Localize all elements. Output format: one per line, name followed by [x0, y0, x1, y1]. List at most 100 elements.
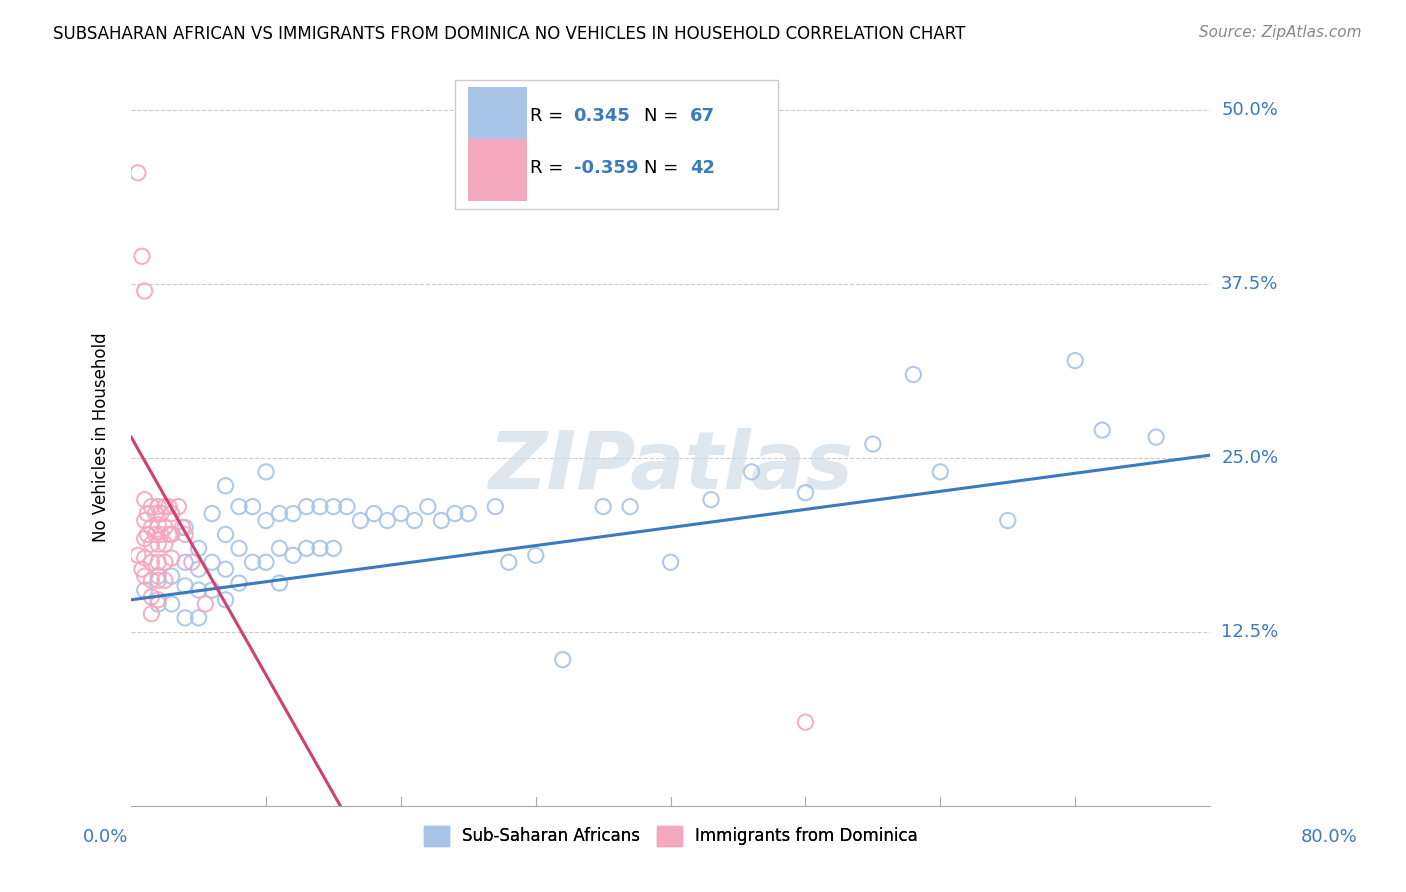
Point	[174, 579, 197, 593]
Point	[149, 527, 172, 541]
Point	[322, 541, 344, 556]
Point	[180, 555, 202, 569]
Y-axis label: No Vehicles in Household: No Vehicles in Household	[93, 332, 110, 542]
Point	[187, 562, 209, 576]
Point	[269, 507, 291, 521]
Point	[228, 500, 250, 514]
Point	[484, 500, 506, 514]
Point	[157, 500, 180, 514]
FancyBboxPatch shape	[468, 138, 527, 202]
Point	[322, 500, 344, 514]
Point	[741, 465, 763, 479]
Point	[214, 592, 236, 607]
Point	[281, 507, 304, 521]
Point	[149, 507, 172, 521]
Point	[146, 569, 169, 583]
Point	[389, 507, 412, 521]
Point	[254, 555, 277, 569]
Point	[254, 514, 277, 528]
Point	[146, 517, 169, 532]
Point	[295, 500, 318, 514]
Point	[134, 532, 156, 546]
Text: R =: R =	[530, 107, 569, 126]
Point	[862, 437, 884, 451]
Point	[254, 465, 277, 479]
Point	[153, 555, 176, 569]
Point	[153, 537, 176, 551]
Point	[167, 500, 190, 514]
Text: ZIPatlas: ZIPatlas	[488, 427, 853, 506]
Point	[160, 507, 183, 521]
Point	[228, 576, 250, 591]
Point	[131, 562, 153, 576]
Point	[127, 166, 149, 180]
Point	[141, 590, 163, 604]
Point	[498, 555, 520, 569]
Point	[160, 569, 183, 583]
Point	[146, 555, 169, 569]
Point	[997, 514, 1019, 528]
Point	[363, 507, 385, 521]
Text: -0.359: -0.359	[574, 159, 638, 177]
Text: R =: R =	[530, 159, 569, 177]
Point	[794, 485, 817, 500]
Point	[269, 541, 291, 556]
Point	[404, 514, 426, 528]
Point	[214, 562, 236, 576]
Point	[1091, 423, 1114, 437]
Point	[309, 541, 332, 556]
Point	[145, 527, 167, 541]
Point	[592, 500, 614, 514]
Point	[160, 527, 183, 541]
Point	[295, 541, 318, 556]
Text: 42: 42	[690, 159, 716, 177]
Point	[134, 569, 156, 583]
Point	[134, 583, 156, 598]
Point	[214, 527, 236, 541]
Point	[201, 555, 224, 569]
Point	[131, 249, 153, 263]
Point	[242, 555, 264, 569]
Point	[929, 465, 952, 479]
Text: N =: N =	[644, 107, 683, 126]
Point	[141, 537, 163, 551]
Point	[160, 551, 183, 566]
Text: Source: ZipAtlas.com: Source: ZipAtlas.com	[1198, 25, 1361, 40]
Text: 50.0%: 50.0%	[1222, 102, 1278, 120]
Point	[174, 555, 197, 569]
Point	[146, 500, 169, 514]
Text: 80.0%: 80.0%	[1301, 828, 1357, 846]
Point	[146, 537, 169, 551]
Point	[201, 583, 224, 598]
Point	[1064, 353, 1087, 368]
Point	[127, 549, 149, 563]
Point	[309, 500, 332, 514]
Text: 67: 67	[690, 107, 716, 126]
Point	[134, 551, 156, 566]
Point	[349, 514, 371, 528]
Point	[187, 583, 209, 598]
Text: 12.5%: 12.5%	[1222, 623, 1278, 640]
Point	[146, 592, 169, 607]
Point	[136, 527, 159, 541]
Point	[430, 514, 453, 528]
Legend: Sub-Saharan Africans, Immigrants from Dominica: Sub-Saharan Africans, Immigrants from Do…	[418, 819, 924, 853]
Point	[141, 607, 163, 621]
Point	[336, 500, 359, 514]
Point	[619, 500, 641, 514]
Point	[242, 500, 264, 514]
Point	[141, 520, 163, 534]
Point	[187, 611, 209, 625]
Point	[141, 500, 163, 514]
Point	[153, 520, 176, 534]
Point	[443, 507, 465, 521]
Point	[160, 597, 183, 611]
Point	[794, 715, 817, 730]
Point	[174, 527, 197, 541]
Point	[903, 368, 925, 382]
Point	[377, 514, 399, 528]
Point	[174, 611, 197, 625]
Point	[134, 514, 156, 528]
Point	[187, 541, 209, 556]
Text: 0.345: 0.345	[574, 107, 630, 126]
